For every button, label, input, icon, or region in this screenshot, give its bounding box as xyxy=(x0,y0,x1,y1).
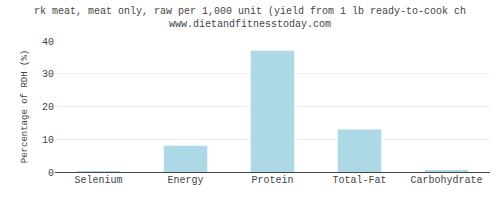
svg-text:20: 20 xyxy=(42,102,54,113)
svg-text:Percentage of RDH (%): Percentage of RDH (%) xyxy=(20,50,30,163)
svg-text:Selenium: Selenium xyxy=(74,175,122,186)
svg-text:40: 40 xyxy=(42,37,54,48)
svg-text:Total-Fat: Total-Fat xyxy=(332,175,386,186)
svg-text:Energy: Energy xyxy=(167,175,203,186)
svg-text:rk meat, meat only, raw per 1,: rk meat, meat only, raw per 1,000 unit (… xyxy=(34,6,466,30)
svg-text:Carbohydrate: Carbohydrate xyxy=(410,175,482,186)
svg-text:0: 0 xyxy=(48,168,54,179)
svg-text:30: 30 xyxy=(42,69,54,80)
svg-text:10: 10 xyxy=(42,135,54,146)
svg-text:Protein: Protein xyxy=(251,175,293,186)
